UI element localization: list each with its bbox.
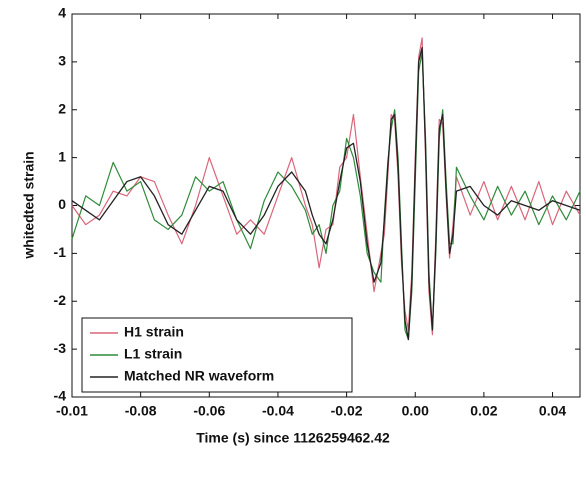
x-tick-label: 0.00: [402, 403, 429, 419]
x-tick-label: -0.04: [262, 403, 294, 419]
series-line: [71, 51, 581, 341]
y-tick-label: 2: [58, 100, 66, 116]
legend-label: H1 strain: [124, 324, 184, 340]
y-tick-label: -3: [54, 340, 67, 356]
y-tick-label: 1: [58, 148, 66, 164]
x-tick-label: -0.06: [193, 403, 225, 419]
x-tick-label: -0.08: [125, 403, 157, 419]
x-axis-label: Time (s) since 1126259462.42: [196, 430, 390, 446]
legend-label: L1 strain: [124, 346, 182, 362]
x-tick-label: 0.02: [470, 403, 497, 419]
x-tick-label: -0.01: [56, 403, 88, 419]
x-tick-label: 0.04: [539, 403, 566, 419]
series-line: [71, 37, 581, 336]
y-tick-label: 3: [58, 53, 66, 69]
legend-label: Matched NR waveform: [124, 368, 274, 384]
y-tick-label: 0: [58, 196, 66, 212]
x-tick-label: -0.02: [331, 403, 363, 419]
y-axis-label: whitedted strain: [21, 151, 37, 259]
legend-box: [81, 317, 353, 393]
y-tick-label: -1: [54, 244, 67, 260]
legend: H1 strain L1 strain Matched NR waveform: [81, 317, 353, 393]
series-line: [71, 46, 581, 341]
y-tick-label: -4: [54, 388, 67, 404]
y-tick-label: -2: [54, 292, 67, 308]
y-tick-label: 4: [58, 5, 66, 21]
